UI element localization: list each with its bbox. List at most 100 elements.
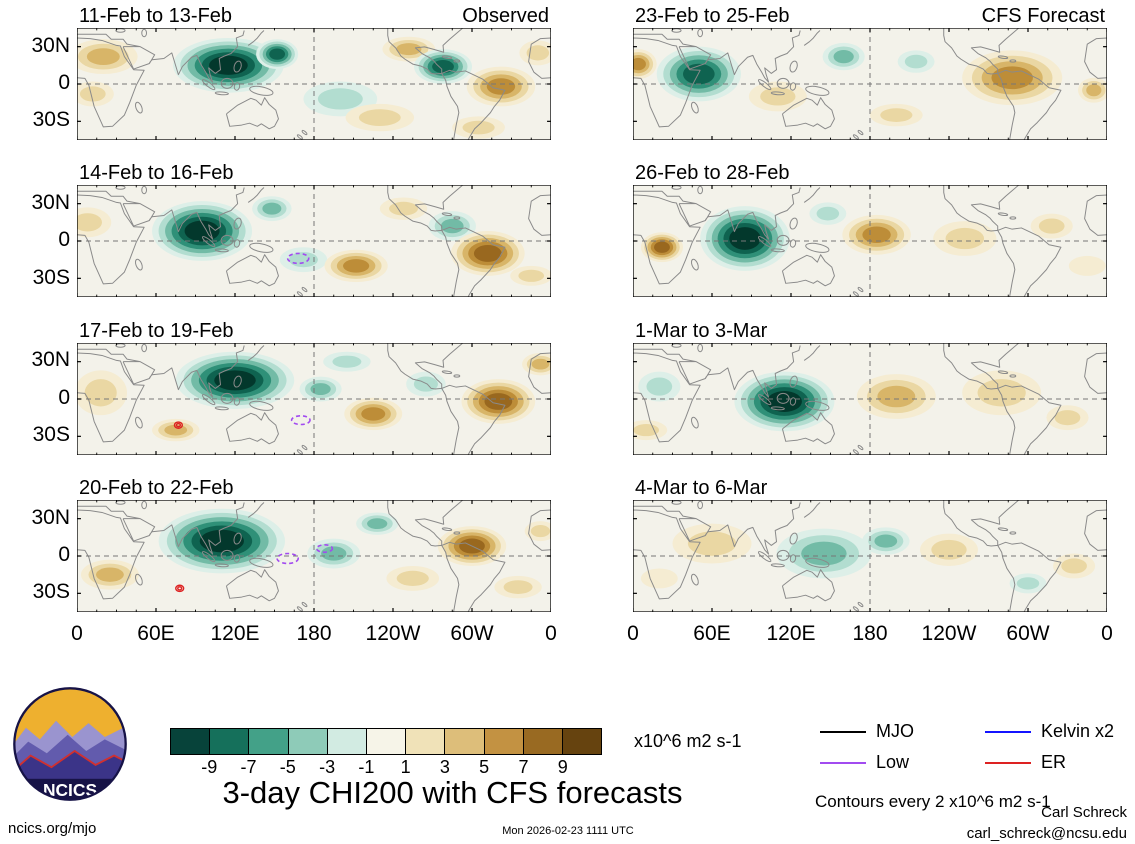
ncics-logo: NCICS xyxy=(13,687,127,801)
island-coastline xyxy=(805,557,830,569)
island-coastline xyxy=(134,101,143,113)
island-coastline xyxy=(857,130,863,135)
panel-header: 11-Feb to 13-Feb Observed xyxy=(77,1,551,28)
island-coastline xyxy=(698,187,703,194)
anomaly-contour xyxy=(361,406,386,421)
x-axis-label: 120W xyxy=(365,622,421,645)
contour-interval-note: Contours every 2 x10^6 m2 s-1 xyxy=(815,792,1051,811)
legend-label: MJO xyxy=(876,721,914,741)
anomaly-contour xyxy=(317,88,363,110)
anomaly-contour xyxy=(1016,577,1040,590)
x-axis-labels: 0 60E 120E 180 120W 60W 0 xyxy=(71,620,557,650)
x-axis-label: 0 xyxy=(71,622,83,645)
generation-timestamp: Mon 2026-02-23 1111 UTC xyxy=(502,825,634,837)
x-axis-label: 60W xyxy=(450,622,494,645)
low-contour xyxy=(288,254,309,264)
island-coastline xyxy=(757,78,772,91)
anomaly-contour xyxy=(209,55,248,75)
anomaly-contour xyxy=(486,78,516,95)
anomaly-contour xyxy=(1054,409,1081,425)
island-coastline xyxy=(789,375,799,387)
island-coastline xyxy=(805,242,830,254)
island-coastline xyxy=(234,240,241,248)
er-contour xyxy=(176,585,184,591)
island-coastline xyxy=(857,602,863,607)
island-coastline xyxy=(234,82,241,90)
panel-header: 4-Mar to 6-Mar xyxy=(633,473,1107,500)
anomaly-contour xyxy=(164,424,188,436)
er-contour xyxy=(178,587,182,590)
map-panel: 17-Feb to 19-Feb xyxy=(77,316,551,455)
island-coastline xyxy=(142,187,147,194)
legend-item: Low xyxy=(820,752,985,773)
coastlines xyxy=(633,28,1107,140)
anomaly-contour xyxy=(833,50,854,64)
y-axis-label: 0 xyxy=(58,385,70,409)
anomaly-contour xyxy=(877,385,916,407)
anomaly-contour xyxy=(332,355,362,368)
x-axis-label: 0 xyxy=(627,622,639,645)
panel-title: 26-Feb to 28-Feb xyxy=(635,162,790,185)
island-coastline xyxy=(857,287,863,292)
colorbar-cell xyxy=(365,728,407,755)
island-coastline xyxy=(789,218,799,230)
colorbar-units-label: x10^6 m2 s-1 xyxy=(634,731,742,751)
island-coastline xyxy=(221,236,233,246)
island-coastline xyxy=(301,130,307,135)
island-coastline xyxy=(233,375,243,387)
figure-title: 3-day CHI200 with CFS forecasts xyxy=(222,775,683,810)
anomaly-contour xyxy=(367,518,388,529)
island-coastline xyxy=(998,527,1008,530)
island-coastline xyxy=(116,343,125,346)
island-coastline xyxy=(789,60,799,72)
panel-header: 17-Feb to 19-Feb xyxy=(77,316,551,343)
island-coastline xyxy=(142,29,147,36)
map-panel: 14-Feb to 16-Feb xyxy=(77,158,551,298)
anomaly-contour xyxy=(440,219,464,234)
island-coastline xyxy=(301,287,307,292)
colorbar-tick-label: -1 xyxy=(358,757,375,777)
panel-title: 14-Feb to 16-Feb xyxy=(79,162,234,185)
island-coastline xyxy=(233,532,243,544)
map-panel: 23-Feb to 25-Feb CFS Forecast xyxy=(633,1,1107,140)
island-coastline xyxy=(690,101,699,113)
map-panel: 20-Feb to 22-Feb xyxy=(77,473,551,612)
island-coastline xyxy=(1010,217,1016,219)
island-coastline xyxy=(771,249,784,253)
legend-line-swatch xyxy=(985,761,1031,764)
anomaly-contour xyxy=(640,568,678,589)
island-coastline xyxy=(134,573,143,585)
anomaly-contour xyxy=(816,207,840,221)
anomaly-contour xyxy=(801,541,847,566)
island-coastline xyxy=(1010,532,1016,534)
colorbar-tick-labels: -9 -7 -5 -3 -1 1 3 5 7 9 xyxy=(170,757,602,779)
island-coastline xyxy=(805,399,830,411)
island-coastline xyxy=(221,550,233,560)
island-coastline xyxy=(1010,374,1016,376)
anomaly-contour xyxy=(473,245,502,263)
colorbar xyxy=(170,728,603,755)
island-coastline xyxy=(442,56,452,59)
island-coastline xyxy=(1010,60,1016,62)
legend-item: MJO xyxy=(820,721,985,742)
y-axis-label: 30N xyxy=(31,190,70,214)
y-axis-label: 30N xyxy=(31,348,70,372)
anomaly-contour xyxy=(633,57,646,71)
colorbar-tick-label: -9 xyxy=(201,757,218,777)
panel-title: 4-Mar to 6-Mar xyxy=(635,476,768,499)
anomaly-contour xyxy=(874,534,898,548)
island-coastline xyxy=(301,444,307,449)
y-axis-label: 30S xyxy=(32,422,70,446)
x-axis-label: 120E xyxy=(766,622,816,645)
legend-label: ER xyxy=(1041,752,1067,772)
coastlines xyxy=(633,500,1107,612)
map-canvas xyxy=(77,342,551,455)
island-coastline xyxy=(698,501,703,508)
island-coastline xyxy=(771,92,784,96)
map-canvas xyxy=(633,342,1107,455)
map-canvas xyxy=(77,499,551,612)
island-coastline xyxy=(249,242,274,254)
attribution-block: Carl Schreck carl_schreck@ncsu.edu xyxy=(967,803,1127,844)
island-coastline xyxy=(215,406,228,410)
island-coastline xyxy=(201,550,216,563)
